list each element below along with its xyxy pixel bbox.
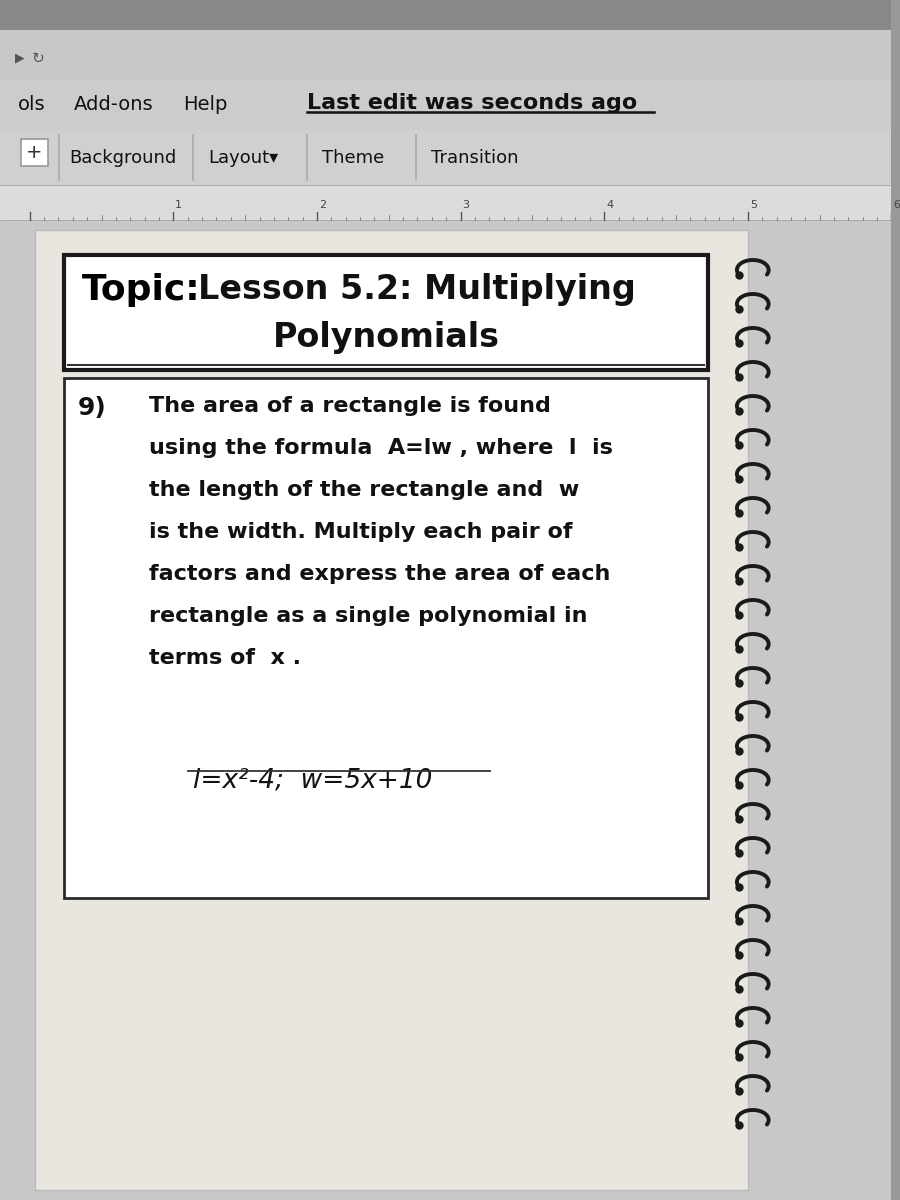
Text: Help: Help <box>184 96 228 114</box>
FancyBboxPatch shape <box>35 230 748 1190</box>
FancyBboxPatch shape <box>21 139 48 166</box>
FancyBboxPatch shape <box>0 0 891 130</box>
Text: ▶: ▶ <box>15 52 24 65</box>
Text: 2: 2 <box>319 200 326 210</box>
Text: Polynomials: Polynomials <box>273 320 500 354</box>
FancyBboxPatch shape <box>0 185 891 220</box>
Text: l=x²-4;  w=5x+10: l=x²-4; w=5x+10 <box>194 768 433 794</box>
Text: Add-ons: Add-ons <box>75 96 154 114</box>
Text: 1: 1 <box>176 200 183 210</box>
Text: Transition: Transition <box>431 149 518 167</box>
Text: +: + <box>25 144 42 162</box>
Text: 3: 3 <box>463 200 470 210</box>
Text: 4: 4 <box>607 200 613 210</box>
FancyBboxPatch shape <box>0 130 891 185</box>
Text: rectangle as a single polynomial in: rectangle as a single polynomial in <box>148 606 587 626</box>
FancyBboxPatch shape <box>65 378 708 898</box>
Text: terms of  x .: terms of x . <box>148 648 301 668</box>
Text: ↻: ↻ <box>32 50 44 66</box>
FancyBboxPatch shape <box>0 80 891 130</box>
Text: Topic:: Topic: <box>82 272 201 307</box>
FancyBboxPatch shape <box>0 30 891 1200</box>
FancyBboxPatch shape <box>0 0 891 30</box>
Text: ols: ols <box>18 96 46 114</box>
Text: is the width. Multiply each pair of: is the width. Multiply each pair of <box>148 522 572 542</box>
Text: Lesson 5.2: Multiplying: Lesson 5.2: Multiplying <box>198 272 635 306</box>
Text: Layout▾: Layout▾ <box>208 149 278 167</box>
Text: Background: Background <box>69 149 176 167</box>
Text: Last edit was seconds ago: Last edit was seconds ago <box>307 92 637 113</box>
Text: 5: 5 <box>750 200 757 210</box>
Text: factors and express the area of each: factors and express the area of each <box>148 564 610 584</box>
Text: 6: 6 <box>894 200 900 210</box>
Text: Theme: Theme <box>322 149 384 167</box>
Text: the length of the rectangle and  w: the length of the rectangle and w <box>148 480 579 500</box>
Text: 9): 9) <box>78 396 107 420</box>
Text: using the formula  A=lw , where  l  is: using the formula A=lw , where l is <box>148 438 613 458</box>
FancyBboxPatch shape <box>65 254 708 370</box>
Text: The area of a rectangle is found: The area of a rectangle is found <box>148 396 551 416</box>
